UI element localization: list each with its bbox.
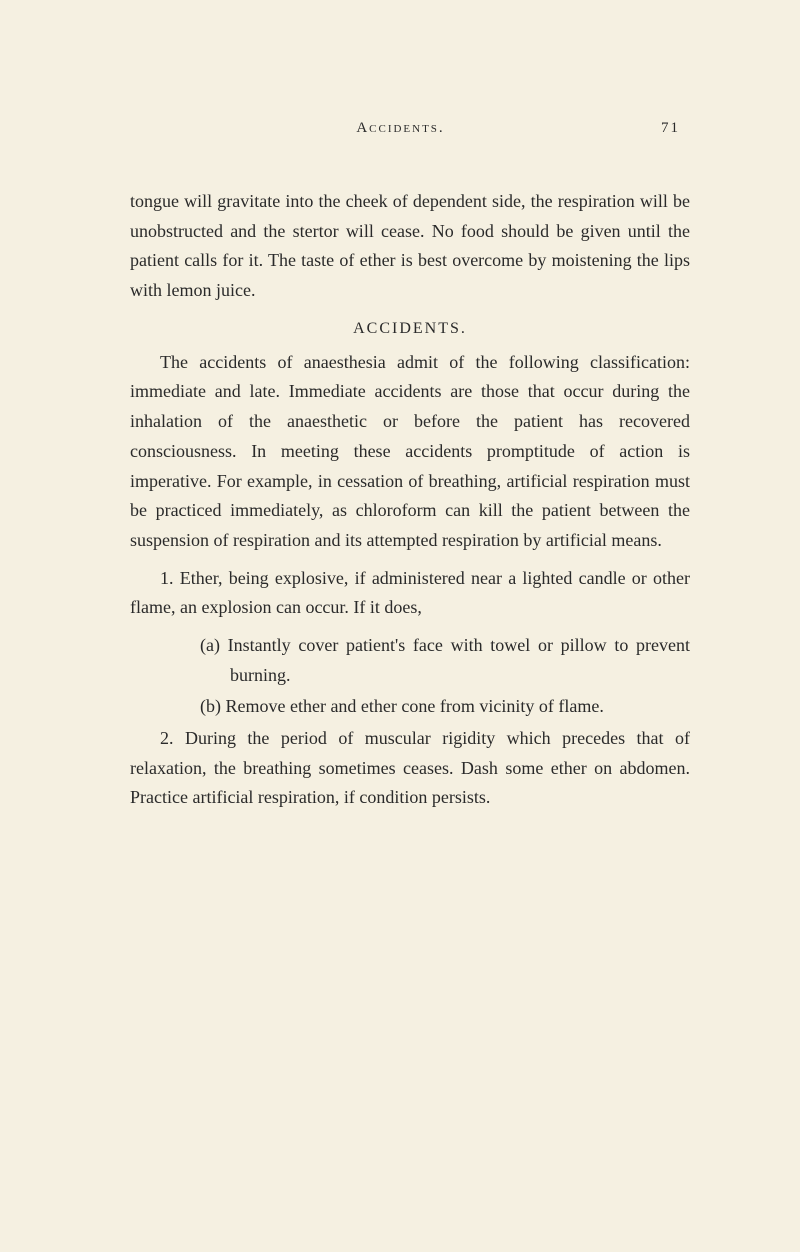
section-heading: ACCIDENTS.: [130, 320, 690, 338]
page-number: 71: [661, 120, 680, 137]
body-paragraph-1: tongue will gravitate into the cheek of …: [130, 187, 690, 306]
body-paragraph-2: The accidents of anaesthesia admit of th…: [130, 348, 690, 556]
sub-item-b: (b) Remove ether and ether cone from vic…: [130, 692, 690, 722]
body-paragraph-3: 1. Ether, being explosive, if administer…: [130, 564, 690, 623]
page-header: Accidents. 71: [130, 120, 690, 137]
sub-item-a: (a) Instantly cover patient's face with …: [130, 631, 690, 690]
body-paragraph-4: 2. During the period of muscular rigidit…: [130, 724, 690, 813]
running-header-title: Accidents.: [140, 120, 661, 137]
